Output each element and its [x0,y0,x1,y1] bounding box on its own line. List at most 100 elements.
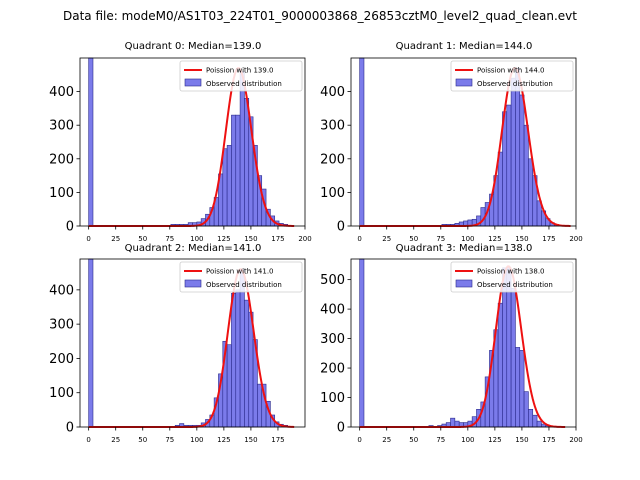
histogram-bar [506,104,512,227]
histogram-bar [244,98,250,227]
y-tick-label: 100 [320,391,345,406]
x-tick-label: 150 [515,436,528,444]
quadrant-3-panel: Quadrant 3: Median=138.0 0 25 50 75 100 125 15… [320,243,583,444]
x-tick-label: 100 [190,235,203,243]
histogram-bar [226,145,232,227]
quadrant-3-plot: 0 25 50 75 100 125 150 175 200 0 100 200 300 400 500 Po… [320,258,583,444]
y-tick-label: 200 [49,152,74,167]
x-tick-label: 150 [244,235,257,243]
y-tick-label: 400 [49,85,74,100]
legend-label-observed: Observed distribution [477,80,553,88]
histogram-bar [359,258,365,428]
histogram-bar [510,288,516,428]
quadrant-2-plot: 0 25 50 75 100 125 150 175 0 100 200 300 400 Poission… [49,258,306,444]
x-tick-label: 25 [111,235,120,243]
x-tick-label: 0 [357,436,361,444]
x-tick-label: 100 [461,235,474,243]
axes-frame [79,258,306,428]
x-tick-label: 0 [357,235,361,243]
histogram-bar [231,292,237,428]
histogram-bar [235,289,241,428]
legend-box [179,60,303,92]
x-tick-label: 25 [382,436,391,444]
histogram-bar [257,383,263,428]
x-tick-label: 75 [436,436,445,444]
quadrant-1-title: Quadrant 1: Median=144.0 [396,41,533,52]
x-tick-label: 50 [138,436,147,444]
x-tick-label: 100 [190,436,203,444]
y-axis: 0 100 200 300 400 500 [320,273,351,436]
y-tick-label: 100 [49,186,74,201]
x-tick-label: 75 [436,235,445,243]
histogram-bar [88,258,94,428]
histogram-bar [532,414,538,428]
legend-label-observed: Observed distribution [206,80,282,88]
x-tick-label: 50 [409,436,418,444]
legend-bar-swatch [184,78,202,87]
legend-box [179,261,303,293]
x-tick-label: 175 [542,235,555,243]
legend-bar-swatch [184,279,202,288]
x-tick-label: 0 [86,235,90,243]
y-tick-label: 200 [320,362,345,377]
histogram-bar [497,151,503,227]
histogram-bar [510,77,516,227]
histogram-bar [235,114,241,227]
legend: Poission with 141.0 Observed distribution [179,261,303,293]
quadrant-2-title: Quadrant 2: Median=141.0 [125,243,262,254]
legend-label-observed: Observed distribution [206,281,282,289]
y-tick-label: 300 [49,119,74,134]
x-tick-label: 75 [165,436,174,444]
y-tick-label: 300 [320,119,345,134]
x-tick-label: 175 [271,436,284,444]
x-tick-label: 75 [165,235,174,243]
axes-frame [79,57,306,227]
x-tick-label: 125 [217,235,230,243]
x-axis: 0 25 50 75 100 125 150 175 200 [86,226,312,243]
y-tick-label: 400 [320,85,345,100]
axes-frame [350,258,577,428]
x-tick-label: 200 [569,436,582,444]
quadrant-0-title: Quadrant 0: Median=139.0 [125,41,262,52]
histogram-bar [536,420,542,428]
y-tick-label: 0 [66,220,74,235]
histogram-bar [226,344,232,428]
x-tick-label: 150 [515,235,528,243]
y-tick-label: 0 [337,220,345,235]
y-tick-label: 100 [49,386,74,401]
x-tick-label: 100 [461,436,474,444]
y-tick-label: 0 [337,421,345,436]
x-tick-label: 25 [111,436,120,444]
legend-bar-swatch [455,78,473,87]
y-axis: 0 100 200 300 400 [320,85,351,235]
histogram-bar [528,409,534,428]
x-axis: 0 25 50 75 100 125 150 175 200 [357,226,583,243]
histogram-bar [231,114,237,227]
legend-label-poisson: Poission with 139.0 [206,67,274,75]
poisson-curve [88,67,295,227]
histogram-bar [519,94,525,227]
y-tick-label: 400 [49,283,74,298]
y-tick-label: 400 [320,303,345,318]
x-tick-label: 175 [271,235,284,243]
histogram-bar [359,57,365,227]
x-tick-label: 0 [86,436,90,444]
quadrant-1-plot: 0 25 50 75 100 125 150 175 200 0 100 200 300 400 Poiss… [320,57,583,243]
legend: Poission with 144.0 Observed distribution [450,60,574,92]
legend-box [450,261,574,293]
x-tick-label: 125 [488,436,501,444]
histogram-bar [515,67,521,227]
x-tick-label: 200 [298,235,311,243]
histogram-bar [497,302,503,428]
x-tick-label: 25 [382,235,391,243]
histogram-bar [239,268,245,428]
legend-label-poisson: Poission with 138.0 [477,268,545,276]
x-tick-label: 200 [569,235,582,243]
legend-box [450,60,574,92]
histogram-bar [515,347,521,428]
y-tick-label: 0 [66,421,74,436]
quadrant-0-plot: 0 25 50 75 100 125 150 175 200 0 100 200 300 400 Poiss… [49,57,312,243]
quadrant-1-panel: Quadrant 1: Median=144.0 0 25 50 75 100 125 15… [320,41,583,243]
histogram-bar [450,417,456,428]
